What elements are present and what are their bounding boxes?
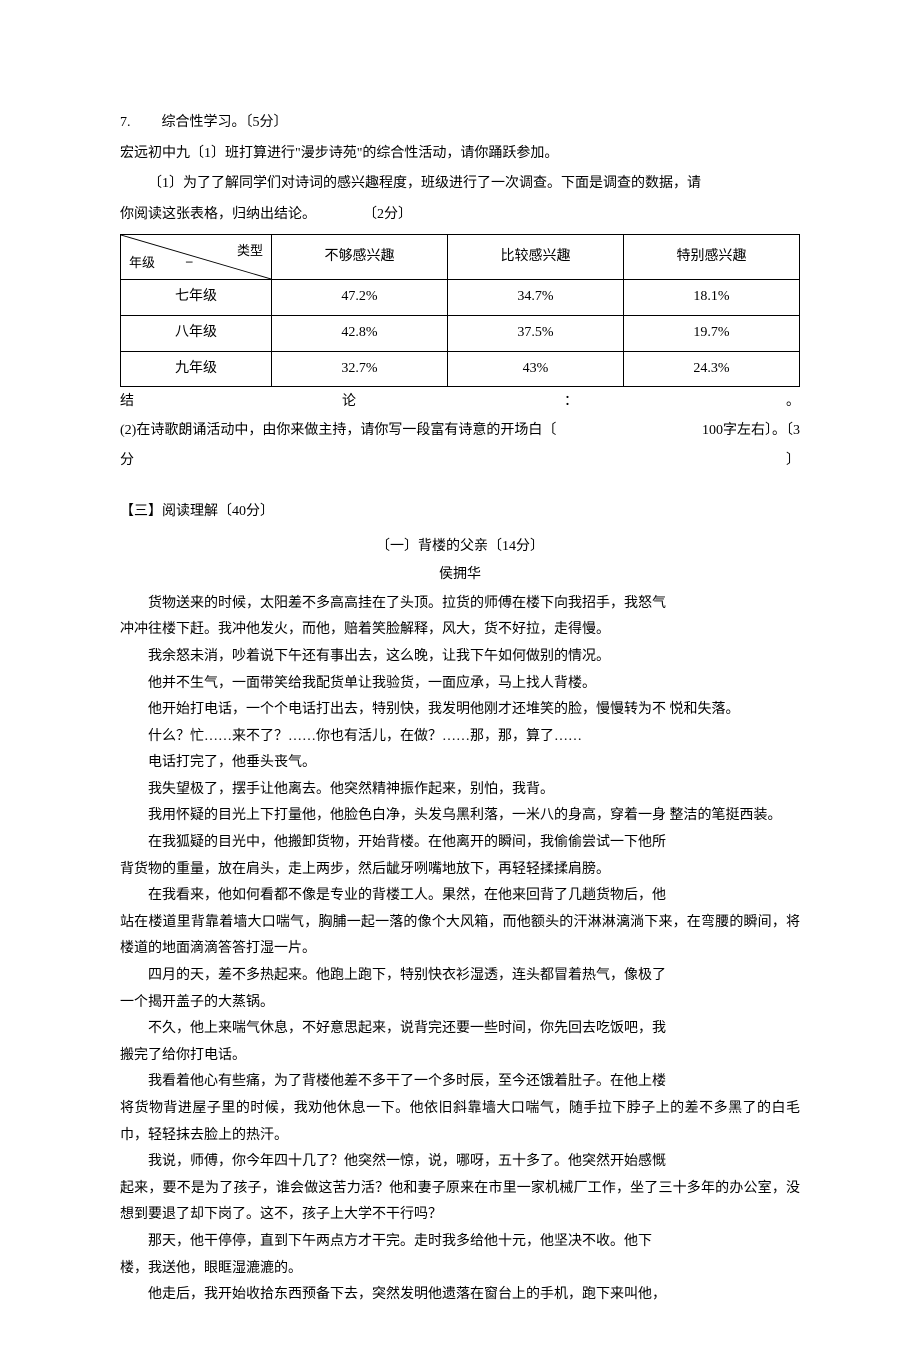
q7-sub1-line2-right: 〔2分〕 [363, 207, 412, 222]
table-row: 八年级 42.8% 37.5% 19.7% [121, 315, 800, 351]
table-row: 七年级 47.2% 34.7% 18.1% [121, 280, 800, 316]
passage-line: 不久，他上来喘气休息，不好意思起来，说背完还要一些时间，你先回去吃饭吧，我 [120, 1016, 800, 1043]
passage-line-wrap: 将货物背进屋子里的时候，我劝他休息一下。他依旧斜靠墙大口喘气，随手拉下脖子上的差… [120, 1096, 800, 1149]
reading-section-header: 【三】阅读理解〔40分〕 [120, 499, 800, 526]
data-cell: 18.1% [624, 280, 800, 316]
q7-sub2-line2-left: 分 [120, 448, 134, 475]
passage-line-wrap: 一个揭开盖子的大蒸锅。 [120, 990, 800, 1017]
data-cell: 42.8% [272, 315, 448, 351]
table-header-row: 类型 年级 – 不够感兴趣 比较感兴趣 特别感兴趣 [121, 235, 800, 280]
q7-sub1-line2: 你阅读这张表格，归纳出结论。 〔2分〕 [120, 202, 800, 229]
passage-line-wrap: 搬完了给你打电话。 [120, 1043, 800, 1070]
passage-line: 我说，师傅，你今年四十几了？他突然一惊，说，哪呀，五十多了。他突然开始感慨 [120, 1149, 800, 1176]
passage-line: 什么？忙……来不了？……你也有活儿，在做？……那，那，算了…… [120, 724, 800, 751]
passage-line: 电话打完了，他垂头丧气。 [120, 750, 800, 777]
table-row: 九年级 32.7% 43% 24.3% [121, 351, 800, 387]
diag-top-label: 类型 [237, 239, 263, 264]
data-cell: 43% [448, 351, 624, 387]
exam-page: 7. 综合性学习。〔5分〕 宏远初中九〔1〕班打算进行"漫步诗苑"的综合性活动，… [0, 0, 920, 1369]
passage-line: 我余怒未消，吵着说下午还有事出去，这么晚，让我下午如何做别的情况。 [120, 644, 800, 671]
passage-line: 那天，他干停停，直到下午两点方才干完。走时我多给他十元，他坚决不收。他下 [120, 1229, 800, 1256]
col-header-2: 比较感兴趣 [448, 235, 624, 280]
passage-line: 货物送来的时候，太阳差不多高高挂在了头顶。拉货的师傅在楼下向我招手，我怒气 [120, 591, 800, 618]
grade-cell: 八年级 [121, 315, 272, 351]
passage-author: 侯拥华 [120, 562, 800, 589]
col-header-1: 不够感兴趣 [272, 235, 448, 280]
conclusion-char: ： [564, 389, 578, 416]
q7-sub2-line1-left: (2)在诗歌朗诵活动中，由你来做主持，请你写一段富有诗意的开场白〔 [120, 418, 556, 445]
q7-sub2-line2: 分 〕 [120, 448, 800, 475]
diag-dash: – [186, 249, 193, 274]
q7-title: 综合性学习。〔5分〕 [162, 115, 288, 130]
passage-line: 我看着他心有些痛，为了背楼他差不多干了一个多时辰，至今还饿着肚子。在他上楼 [120, 1069, 800, 1096]
col-header-3: 特别感兴趣 [624, 235, 800, 280]
q7-sub2-line1-right: 100字左右〕。〔3 [702, 418, 800, 445]
passage-line-wrap: 楼，我送他，眼眶湿漉漉的。 [120, 1256, 800, 1283]
passage-line-wrap: 背货物的重量，放在肩头，走上两步，然后龇牙咧嘴地放下，再轻轻揉揉肩膀。 [120, 857, 800, 884]
passage-line-wrap: 冲冲往楼下赶。我冲他发火，而他，赔着笑脸解释，风大，货不好拉，走得慢。 [120, 617, 800, 644]
passage-line: 他走后，我开始收拾东西预备下去，突然发明他遗落在窗台上的手机，跑下来叫他， [120, 1282, 800, 1309]
passage-line: 在我狐疑的目光中，他搬卸货物，开始背楼。在他离开的瞬间，我偷偷尝试一下他所 [120, 830, 800, 857]
passage-line: 他开始打电话，一个个电话打出去，特别快，我发明他刚才还堆笑的脸，慢慢转为不 悦和… [120, 697, 800, 724]
q7-sub2-line2-right: 〕 [786, 448, 800, 475]
q7-heading: 7. 综合性学习。〔5分〕 [120, 110, 800, 137]
q7-intro: 宏远初中九〔1〕班打算进行"漫步诗苑"的综合性活动，请你踊跃参加。 [120, 141, 800, 168]
passage-line-wrap: 起来，要不是为了孩子，谁会做这苦力活？他和妻子原来在市里一家机械厂工作，坐了三十… [120, 1176, 800, 1229]
q7-sub2-line1: (2)在诗歌朗诵活动中，由你来做主持，请你写一段富有诗意的开场白〔 100字左右… [120, 418, 800, 445]
grade-cell: 七年级 [121, 280, 272, 316]
q7-sub1-line2-left: 你阅读这张表格，归纳出结论。 [120, 207, 316, 222]
grade-cell: 九年级 [121, 351, 272, 387]
table-diag-cell: 类型 年级 – [121, 235, 272, 280]
conclusion-char: 结 [120, 389, 134, 416]
conclusion-line: 结 论 ： 。 [120, 389, 800, 416]
q7-sub1-line1: 〔1〕为了了解同学们对诗词的感兴趣程度，班级进行了一次调查。下面是调查的数据，请 [120, 171, 800, 198]
q7-number: 7. [120, 110, 158, 137]
survey-table: 类型 年级 – 不够感兴趣 比较感兴趣 特别感兴趣 七年级 47.2% 34.7… [120, 234, 800, 387]
data-cell: 47.2% [272, 280, 448, 316]
passage-line: 四月的天，差不多热起来。他跑上跑下，特别快衣衫湿透，连头都冒着热气，像极了 [120, 963, 800, 990]
data-cell: 19.7% [624, 315, 800, 351]
passage-line: 我失望极了，摆手让他离去。他突然精神振作起来，别怕，我背。 [120, 777, 800, 804]
passage-line: 我用怀疑的目光上下打量他，他脸色白净，头发乌黑利落，一米八的身高，穿着一身 整洁… [120, 803, 800, 830]
data-cell: 24.3% [624, 351, 800, 387]
conclusion-char: 。 [786, 389, 800, 416]
passage-title: 〔一〕背楼的父亲〔14分〕 [120, 534, 800, 561]
passage-body: 货物送来的时候，太阳差不多高高挂在了头顶。拉货的师傅在楼下向我招手，我怒气冲冲往… [120, 591, 800, 1309]
diag-bot-label: 年级 [129, 251, 155, 276]
conclusion-char: 论 [342, 389, 356, 416]
data-cell: 34.7% [448, 280, 624, 316]
passage-line: 他并不生气，一面带笑给我配货单让我验货，一面应承，马上找人背楼。 [120, 671, 800, 698]
data-cell: 37.5% [448, 315, 624, 351]
passage-line: 在我看来，他如何看都不像是专业的背楼工人。果然，在他来回背了几趟货物后，他 [120, 883, 800, 910]
passage-line-wrap: 站在楼道里背靠着墙大口喘气，胸脯一起一落的像个大风箱，而他额头的汗淋淋漓淌下来，… [120, 910, 800, 963]
data-cell: 32.7% [272, 351, 448, 387]
